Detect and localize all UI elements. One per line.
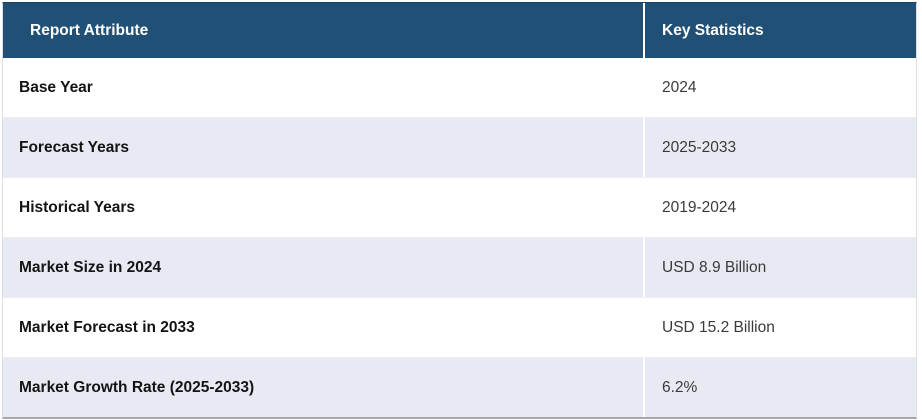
attribute-cell: Market Growth Rate (2025-2033)	[3, 358, 645, 417]
table-row-historical-years: Historical Years 2019-2024	[3, 177, 916, 237]
attribute-cell: Base Year	[3, 58, 645, 117]
attribute-cell: Forecast Years	[3, 118, 645, 177]
value-cell: 2024	[662, 78, 697, 96]
table-row-market-size: Market Size in 2024 USD 8.9 Billion	[3, 237, 916, 297]
table-row-forecast-years: Forecast Years 2025-2033	[3, 117, 916, 177]
value-cell: USD 15.2 Billion	[662, 318, 775, 336]
value-cell: USD 8.9 Billion	[662, 258, 767, 276]
attribute-cell: Market Forecast in 2033	[3, 298, 645, 357]
column-header-report-attribute: Report Attribute	[3, 3, 645, 58]
table-row-base-year: Base Year 2024	[3, 58, 916, 117]
attribute-cell: Historical Years	[3, 178, 645, 237]
value-cell: 6.2%	[662, 378, 698, 396]
value-cell: 2025-2033	[662, 138, 737, 156]
table-body: Base Year 2024 Forecast Years 2025-2033 …	[3, 58, 916, 417]
table-row-growth-rate: Market Growth Rate (2025-2033) 6.2%	[3, 357, 916, 417]
value-cell: 2019-2024	[662, 198, 737, 216]
table-row-market-forecast: Market Forecast in 2033 USD 15.2 Billion	[3, 297, 916, 357]
attribute-cell: Market Size in 2024	[3, 238, 645, 297]
table-header-row: Report Attribute Key Statistics	[3, 3, 916, 58]
column-header-key-statistics: Key Statistics	[662, 21, 764, 39]
